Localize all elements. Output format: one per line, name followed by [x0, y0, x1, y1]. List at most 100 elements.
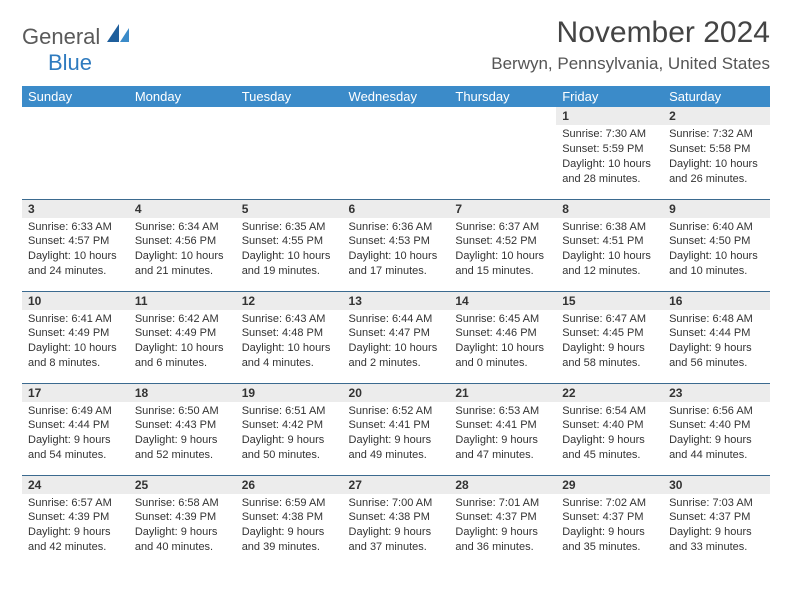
day-daylight: Daylight: 9 hours and 33 minutes.	[669, 525, 764, 555]
calendar-day-cell: 22Sunrise: 6:54 AMSunset: 4:40 PMDayligh…	[556, 383, 663, 475]
day-daylight: Daylight: 9 hours and 35 minutes.	[562, 525, 657, 555]
day-daylight: Daylight: 9 hours and 52 minutes.	[135, 433, 230, 463]
day-details: Sunrise: 6:43 AMSunset: 4:48 PMDaylight:…	[236, 310, 343, 375]
day-sunrise: Sunrise: 7:30 AM	[562, 127, 657, 142]
day-sunset: Sunset: 4:48 PM	[242, 326, 337, 341]
day-number: 13	[343, 292, 450, 310]
weekday-header: Wednesday	[343, 86, 450, 107]
day-details: Sunrise: 6:38 AMSunset: 4:51 PMDaylight:…	[556, 218, 663, 283]
day-number: 15	[556, 292, 663, 310]
day-number: 9	[663, 200, 770, 218]
day-sunrise: Sunrise: 6:36 AM	[349, 220, 444, 235]
day-details: Sunrise: 7:30 AMSunset: 5:59 PMDaylight:…	[556, 125, 663, 190]
day-number: 21	[449, 384, 556, 402]
calendar-day-cell: 5Sunrise: 6:35 AMSunset: 4:55 PMDaylight…	[236, 199, 343, 291]
calendar-day-cell: 13Sunrise: 6:44 AMSunset: 4:47 PMDayligh…	[343, 291, 450, 383]
calendar-week-row: 17Sunrise: 6:49 AMSunset: 4:44 PMDayligh…	[22, 383, 770, 475]
day-daylight: Daylight: 9 hours and 54 minutes.	[28, 433, 123, 463]
calendar-day-cell: 16Sunrise: 6:48 AMSunset: 4:44 PMDayligh…	[663, 291, 770, 383]
day-details: Sunrise: 6:49 AMSunset: 4:44 PMDaylight:…	[22, 402, 129, 467]
calendar-day-cell: 11Sunrise: 6:42 AMSunset: 4:49 PMDayligh…	[129, 291, 236, 383]
day-number: 10	[22, 292, 129, 310]
day-number: 18	[129, 384, 236, 402]
day-details: Sunrise: 6:54 AMSunset: 4:40 PMDaylight:…	[556, 402, 663, 467]
weekday-header: Sunday	[22, 86, 129, 107]
calendar-day-cell: 17Sunrise: 6:49 AMSunset: 4:44 PMDayligh…	[22, 383, 129, 475]
day-number: 12	[236, 292, 343, 310]
day-sunset: Sunset: 4:49 PM	[135, 326, 230, 341]
calendar-day-cell: 7Sunrise: 6:37 AMSunset: 4:52 PMDaylight…	[449, 199, 556, 291]
day-details: Sunrise: 6:36 AMSunset: 4:53 PMDaylight:…	[343, 218, 450, 283]
day-sunset: Sunset: 5:58 PM	[669, 142, 764, 157]
day-details: Sunrise: 6:33 AMSunset: 4:57 PMDaylight:…	[22, 218, 129, 283]
calendar-week-row: 3Sunrise: 6:33 AMSunset: 4:57 PMDaylight…	[22, 199, 770, 291]
day-details: Sunrise: 6:51 AMSunset: 4:42 PMDaylight:…	[236, 402, 343, 467]
calendar-day-cell: 18Sunrise: 6:50 AMSunset: 4:43 PMDayligh…	[129, 383, 236, 475]
day-number: 14	[449, 292, 556, 310]
day-number: 8	[556, 200, 663, 218]
day-sunrise: Sunrise: 6:52 AM	[349, 404, 444, 419]
day-number: 11	[129, 292, 236, 310]
day-sunset: Sunset: 4:37 PM	[455, 510, 550, 525]
day-details: Sunrise: 6:50 AMSunset: 4:43 PMDaylight:…	[129, 402, 236, 467]
day-number: 23	[663, 384, 770, 402]
calendar-day-cell: 2Sunrise: 7:32 AMSunset: 5:58 PMDaylight…	[663, 107, 770, 199]
day-sunrise: Sunrise: 6:44 AM	[349, 312, 444, 327]
day-daylight: Daylight: 9 hours and 56 minutes.	[669, 341, 764, 371]
logo-text-block: General Blue	[22, 22, 131, 76]
day-daylight: Daylight: 9 hours and 47 minutes.	[455, 433, 550, 463]
calendar-day-cell: 10Sunrise: 6:41 AMSunset: 4:49 PMDayligh…	[22, 291, 129, 383]
day-sunset: Sunset: 4:51 PM	[562, 234, 657, 249]
day-details: Sunrise: 6:59 AMSunset: 4:38 PMDaylight:…	[236, 494, 343, 559]
day-details: Sunrise: 6:45 AMSunset: 4:46 PMDaylight:…	[449, 310, 556, 375]
day-sunrise: Sunrise: 7:02 AM	[562, 496, 657, 511]
weekday-header: Thursday	[449, 86, 556, 107]
day-details: Sunrise: 7:01 AMSunset: 4:37 PMDaylight:…	[449, 494, 556, 559]
day-daylight: Daylight: 9 hours and 45 minutes.	[562, 433, 657, 463]
calendar-week-row: 24Sunrise: 6:57 AMSunset: 4:39 PMDayligh…	[22, 475, 770, 567]
day-sunrise: Sunrise: 6:53 AM	[455, 404, 550, 419]
weekday-header: Monday	[129, 86, 236, 107]
calendar-day-cell: 20Sunrise: 6:52 AMSunset: 4:41 PMDayligh…	[343, 383, 450, 475]
day-details: Sunrise: 6:52 AMSunset: 4:41 PMDaylight:…	[343, 402, 450, 467]
calendar-body: 1Sunrise: 7:30 AMSunset: 5:59 PMDaylight…	[22, 107, 770, 567]
day-details: Sunrise: 6:53 AMSunset: 4:41 PMDaylight:…	[449, 402, 556, 467]
logo: General Blue	[22, 16, 131, 76]
day-details: Sunrise: 6:44 AMSunset: 4:47 PMDaylight:…	[343, 310, 450, 375]
calendar-day-cell: 9Sunrise: 6:40 AMSunset: 4:50 PMDaylight…	[663, 199, 770, 291]
calendar-day-cell: 30Sunrise: 7:03 AMSunset: 4:37 PMDayligh…	[663, 475, 770, 567]
month-title: November 2024	[491, 16, 770, 50]
day-sunrise: Sunrise: 6:42 AM	[135, 312, 230, 327]
day-sunrise: Sunrise: 6:35 AM	[242, 220, 337, 235]
day-daylight: Daylight: 10 hours and 24 minutes.	[28, 249, 123, 279]
day-daylight: Daylight: 9 hours and 36 minutes.	[455, 525, 550, 555]
day-sunrise: Sunrise: 6:37 AM	[455, 220, 550, 235]
day-sunset: Sunset: 4:44 PM	[28, 418, 123, 433]
day-details: Sunrise: 6:48 AMSunset: 4:44 PMDaylight:…	[663, 310, 770, 375]
day-daylight: Daylight: 9 hours and 58 minutes.	[562, 341, 657, 371]
day-sunset: Sunset: 4:57 PM	[28, 234, 123, 249]
calendar-day-cell	[236, 107, 343, 199]
day-daylight: Daylight: 10 hours and 28 minutes.	[562, 157, 657, 187]
day-sunset: Sunset: 4:46 PM	[455, 326, 550, 341]
day-sunrise: Sunrise: 6:33 AM	[28, 220, 123, 235]
location-text: Berwyn, Pennsylvania, United States	[491, 54, 770, 74]
calendar-day-cell: 29Sunrise: 7:02 AMSunset: 4:37 PMDayligh…	[556, 475, 663, 567]
calendar-day-cell	[343, 107, 450, 199]
day-daylight: Daylight: 10 hours and 19 minutes.	[242, 249, 337, 279]
calendar-week-row: 1Sunrise: 7:30 AMSunset: 5:59 PMDaylight…	[22, 107, 770, 199]
day-sunset: Sunset: 4:37 PM	[669, 510, 764, 525]
day-daylight: Daylight: 10 hours and 0 minutes.	[455, 341, 550, 371]
day-number: 24	[22, 476, 129, 494]
day-sunrise: Sunrise: 6:45 AM	[455, 312, 550, 327]
day-sunset: Sunset: 4:39 PM	[28, 510, 123, 525]
calendar-table: SundayMondayTuesdayWednesdayThursdayFrid…	[22, 86, 770, 567]
logo-sail-icon	[105, 22, 131, 44]
calendar-day-cell: 19Sunrise: 6:51 AMSunset: 4:42 PMDayligh…	[236, 383, 343, 475]
calendar-day-cell	[449, 107, 556, 199]
day-number: 3	[22, 200, 129, 218]
day-number: 30	[663, 476, 770, 494]
day-sunrise: Sunrise: 6:41 AM	[28, 312, 123, 327]
day-sunset: Sunset: 4:39 PM	[135, 510, 230, 525]
day-sunset: Sunset: 4:38 PM	[349, 510, 444, 525]
